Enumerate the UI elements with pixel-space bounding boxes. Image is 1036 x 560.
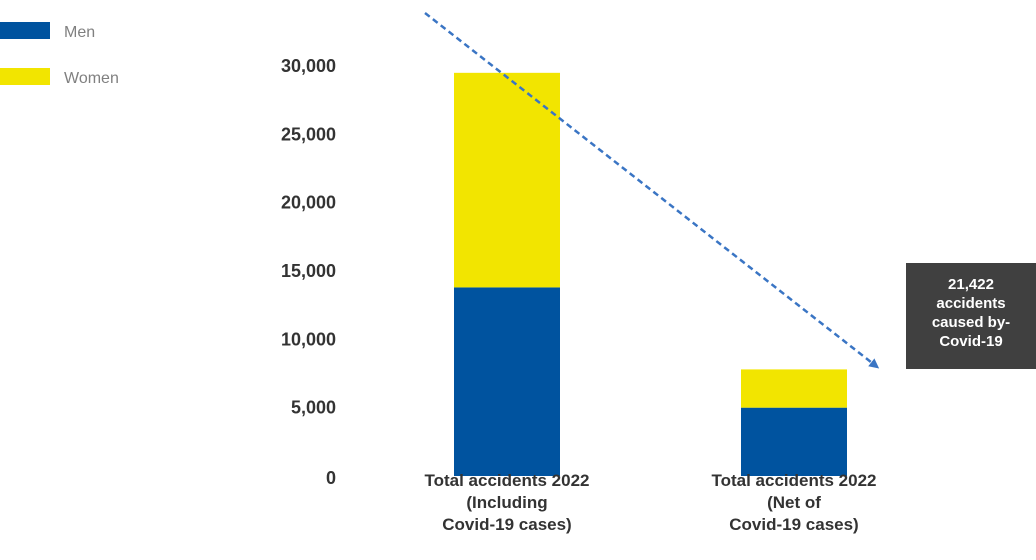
annotation-box xyxy=(906,263,1036,369)
legend-label-women: Women xyxy=(64,70,119,87)
x-axis: Total accidents 2022 (Including Covid-19 c… xyxy=(424,471,876,534)
y-tick-label: 25,000 xyxy=(281,124,336,144)
y-tick-label: 5,000 xyxy=(291,398,336,418)
y-axis: 0 5,000 10,000 15,000 20,000 25,000 30,000 xyxy=(281,56,336,488)
annotation-text-line: accidents xyxy=(936,295,1005,312)
legend-label-men: Men xyxy=(64,24,95,41)
annotation-text-line: Covid-19 xyxy=(939,333,1002,350)
annotation: 21,422 accidents caused by- Covid-19 xyxy=(424,12,1036,369)
dashed-trend-arrow xyxy=(424,12,880,369)
x-category-label: Total accidents 2022 xyxy=(711,471,876,490)
y-tick-label: 0 xyxy=(326,468,336,488)
y-tick-label: 30,000 xyxy=(281,56,336,76)
y-tick-label: 10,000 xyxy=(281,329,336,349)
legend-swatch-women xyxy=(0,68,50,85)
y-tick-label: 15,000 xyxy=(281,261,336,281)
annotation-text-line: 21,422 xyxy=(948,276,994,293)
bar-segment-women-1 xyxy=(454,72,560,288)
x-category-label: (Net of xyxy=(767,493,821,512)
bars xyxy=(454,72,847,476)
bar-segment-men-2 xyxy=(741,407,847,476)
bar-segment-men-1 xyxy=(454,287,560,476)
x-category-label: Total accidents 2022 xyxy=(424,471,589,490)
x-category-label: Covid-19 cases) xyxy=(442,515,571,534)
legend-swatch-men xyxy=(0,22,50,39)
annotation-text-line: caused by- xyxy=(932,314,1010,331)
x-category-label: (Including xyxy=(466,493,547,512)
y-tick-label: 20,000 xyxy=(281,193,336,213)
x-category-label: Covid-19 cases) xyxy=(729,515,858,534)
bar-segment-women-2 xyxy=(741,369,847,408)
legend: Men Women xyxy=(0,22,119,87)
